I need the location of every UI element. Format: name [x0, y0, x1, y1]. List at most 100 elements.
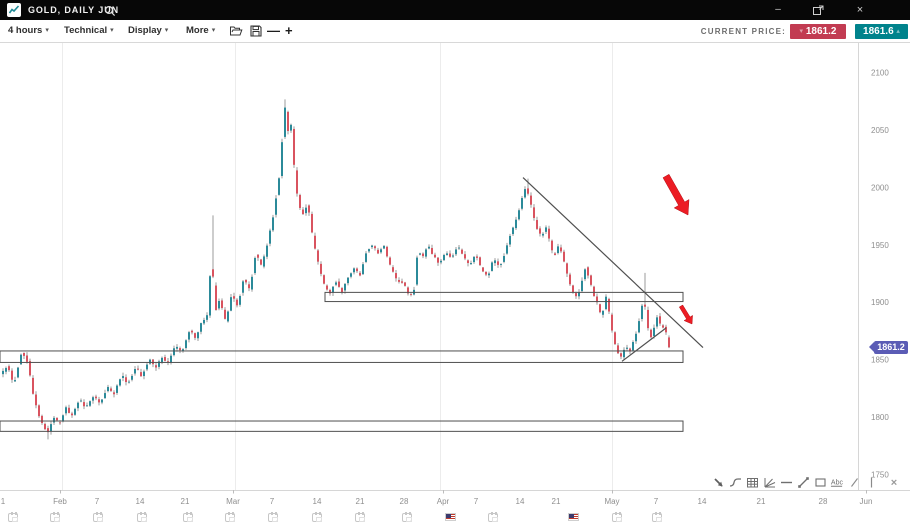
resistance-zone[interactable] — [324, 291, 684, 303]
candle-body — [467, 260, 469, 264]
candle-body — [434, 254, 436, 258]
candle-body — [593, 286, 595, 297]
lower-support-zone[interactable] — [0, 420, 684, 432]
text-tool-icon[interactable]: Abc — [830, 476, 844, 490]
calendar-event-icon[interactable] — [50, 512, 60, 522]
calendar-event-icon[interactable] — [93, 512, 103, 522]
candle-body — [458, 247, 460, 249]
us-flag-event-icon[interactable] — [445, 513, 456, 521]
candle-body — [632, 342, 634, 351]
candle-body — [401, 281, 403, 283]
descending-trendline[interactable] — [522, 177, 704, 348]
arrow-down-icon: ▾ — [799, 28, 804, 35]
grid-tool-icon[interactable] — [745, 476, 759, 490]
candle-body — [503, 256, 505, 262]
candle-body — [356, 268, 358, 272]
ask-value: 1861.6 — [863, 26, 894, 37]
calendar-event-icon[interactable] — [355, 512, 365, 522]
candle-body — [572, 285, 574, 293]
calendar-event-icon[interactable] — [183, 512, 193, 522]
candle-body — [257, 254, 259, 258]
ray-line-tool-icon[interactable] — [847, 476, 861, 490]
calendar-event-icon[interactable] — [612, 512, 622, 522]
timeframe-dropdown[interactable]: 4 hours ▾ — [8, 20, 49, 42]
candle-body — [68, 407, 70, 413]
chart-title: GOLD, DAILY JUN — [28, 5, 120, 15]
candle-body — [338, 281, 340, 287]
close-toolbar-button[interactable]: × — [890, 476, 898, 489]
calendar-event-icon[interactable] — [8, 512, 18, 522]
candle-body — [581, 280, 583, 292]
calendar-event-icon[interactable] — [312, 512, 322, 522]
current-price-value: 1861.2 — [877, 341, 905, 352]
chart-toolbar: 4 hours ▾ Technical ▾ Display ▾ More ▾ — + C… — [0, 20, 910, 43]
trend-line-tool-icon[interactable] — [796, 476, 810, 490]
fan-lines-tool-icon[interactable] — [762, 476, 776, 490]
calendar-event-icon[interactable] — [137, 512, 147, 522]
support-zone[interactable] — [0, 350, 684, 363]
zoom-in-button[interactable]: + — [285, 23, 293, 38]
calendar-event-icon[interactable] — [402, 512, 412, 522]
candle-body — [497, 261, 499, 265]
candle-body — [206, 315, 208, 320]
candle-body — [419, 253, 421, 255]
time-axis-label: 7 — [95, 497, 100, 506]
save-icon[interactable] — [249, 24, 263, 38]
candle-body — [182, 349, 184, 351]
app-logo-icon — [7, 3, 21, 17]
candle-body — [578, 292, 580, 297]
candle-body — [185, 340, 187, 349]
calendar-event-icon[interactable] — [652, 512, 662, 522]
time-axis-label: 14 — [516, 497, 525, 506]
candle-body — [146, 364, 148, 370]
large-down-arrow[interactable] — [662, 173, 690, 216]
candle-body — [179, 348, 181, 351]
ascending-trendline[interactable] — [621, 327, 667, 362]
open-folder-icon[interactable] — [229, 24, 243, 38]
candlestick-chart-canvas[interactable]: 2100 2050 2000 1950 1900 1850 1800 1750 1 Feb 7 14 2… — [0, 43, 910, 527]
elbow-line-tool-icon[interactable] — [728, 476, 742, 490]
us-flag-event-icon[interactable] — [568, 513, 579, 521]
candle-body — [392, 267, 394, 272]
candle-body — [143, 371, 145, 377]
candle-body — [44, 423, 46, 430]
rectangle-tool-icon[interactable] — [813, 476, 827, 490]
candle-body — [368, 249, 370, 252]
display-dropdown[interactable]: Display ▾ — [128, 20, 168, 42]
candle-body — [638, 321, 640, 333]
calendar-event-icon[interactable] — [488, 512, 498, 522]
candle-body — [647, 309, 649, 329]
zoom-out-button[interactable]: — — [267, 23, 280, 38]
candle-body — [644, 304, 646, 307]
candle-body — [479, 257, 481, 266]
arrow-tool-icon[interactable] — [711, 476, 725, 490]
vertical-line-tool-icon[interactable] — [864, 476, 878, 490]
candle-body — [32, 377, 34, 394]
candle-body — [83, 402, 85, 407]
candle-body — [89, 401, 91, 406]
candle-body — [347, 277, 349, 284]
candle-body — [548, 228, 550, 239]
candle-body — [203, 319, 205, 324]
restore-button[interactable] — [810, 4, 826, 20]
horizontal-line-tool-icon[interactable] — [779, 476, 793, 490]
calendar-event-icon[interactable] — [225, 512, 235, 522]
price-axis-label: 1750 — [871, 470, 889, 479]
candle-body — [227, 311, 229, 322]
more-dropdown[interactable]: More ▾ — [186, 20, 215, 42]
small-down-arrow[interactable] — [678, 304, 693, 325]
candle-body — [353, 268, 355, 273]
close-button[interactable]: × — [856, 4, 864, 16]
candle-body — [359, 272, 361, 276]
candle-body — [122, 376, 124, 378]
technical-dropdown[interactable]: Technical ▾ — [64, 20, 114, 42]
ask-badge: 1861.6 ▴ — [855, 24, 908, 39]
chevron-down-icon: ▾ — [110, 27, 114, 34]
search-icon[interactable] — [104, 4, 116, 17]
minimize-button[interactable]: – — [775, 4, 781, 15]
candle-body — [506, 245, 508, 254]
calendar-event-icon[interactable] — [268, 512, 278, 522]
candle-body — [416, 257, 418, 285]
candle-body — [341, 288, 343, 293]
